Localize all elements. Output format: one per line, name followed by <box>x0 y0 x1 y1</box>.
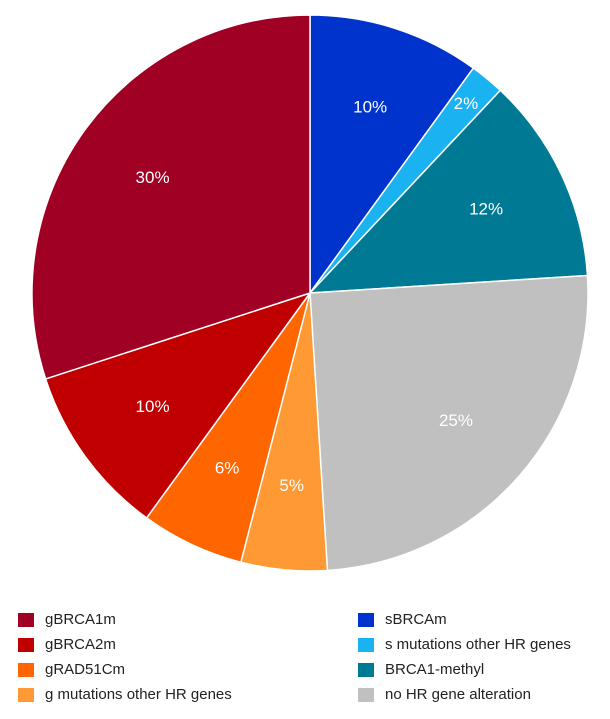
legend-label: gBRCA2m <box>45 636 116 653</box>
legend-swatch <box>358 613 374 627</box>
legend-label: gBRCA1m <box>45 611 116 628</box>
pie-slice <box>309 274 589 572</box>
legend-swatch <box>18 613 34 627</box>
pie-slice <box>309 14 475 296</box>
data-label: 2% <box>454 94 479 113</box>
data-label: 25% <box>439 411 473 430</box>
legend-swatch <box>18 663 34 677</box>
legend-label: s mutations other HR genes <box>385 636 571 653</box>
legend-label: g mutations other HR genes <box>45 686 232 703</box>
legend-swatch <box>18 638 34 652</box>
legend-label: gRAD51Cm <box>45 661 125 678</box>
legend-swatch <box>358 638 374 652</box>
data-label: 10% <box>353 97 387 116</box>
legend-label: BRCA1-methyl <box>385 661 484 678</box>
legend-label: sBRCAm <box>385 611 447 628</box>
data-label: 10% <box>136 397 170 416</box>
data-label: 6% <box>215 459 240 478</box>
legend-label: no HR gene alteration <box>385 686 531 703</box>
pie-slice <box>31 14 311 380</box>
data-label: 30% <box>136 168 170 187</box>
pie-slice <box>44 291 312 519</box>
data-label: 12% <box>469 200 503 219</box>
pie-slice <box>308 89 589 294</box>
legend-swatch <box>18 688 34 702</box>
legend-swatch <box>358 663 374 677</box>
data-label: 5% <box>279 476 304 495</box>
legend-swatch <box>358 688 374 702</box>
